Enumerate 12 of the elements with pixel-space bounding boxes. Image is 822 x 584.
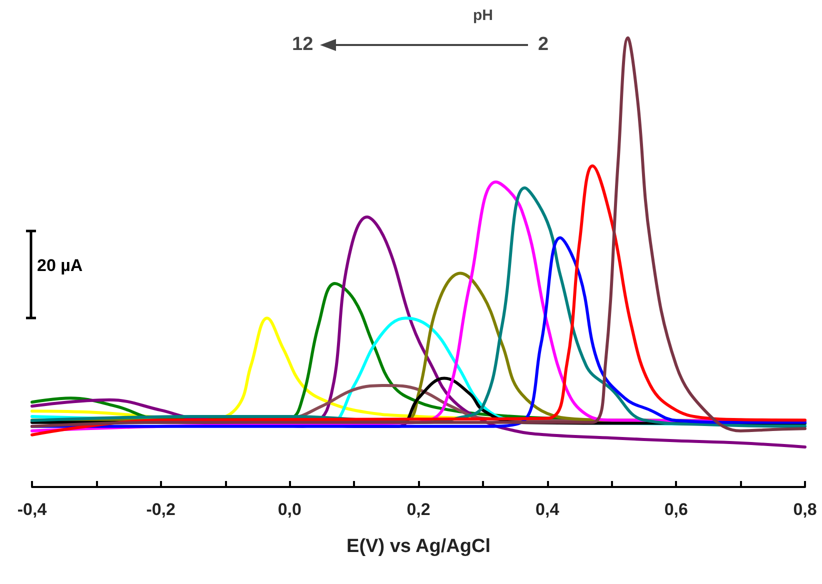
x-tick-label: -0,4 bbox=[17, 500, 48, 519]
annotation: 20 µA bbox=[37, 256, 83, 275]
annotation: 2 bbox=[538, 34, 549, 55]
text: pH bbox=[473, 7, 493, 24]
x-tick-label: 0,8 bbox=[793, 500, 817, 519]
x-tick-label: 0,6 bbox=[664, 500, 688, 519]
x-tick-label: 0,0 bbox=[278, 500, 302, 519]
x-axis-title: E(V) vs Ag/AgCl bbox=[346, 536, 490, 557]
annotation: 12 bbox=[292, 34, 314, 55]
x-tick-label: 0,2 bbox=[406, 500, 430, 519]
x-tick-label: -0,2 bbox=[146, 500, 176, 519]
x-tick-label: 0,4 bbox=[536, 500, 560, 519]
